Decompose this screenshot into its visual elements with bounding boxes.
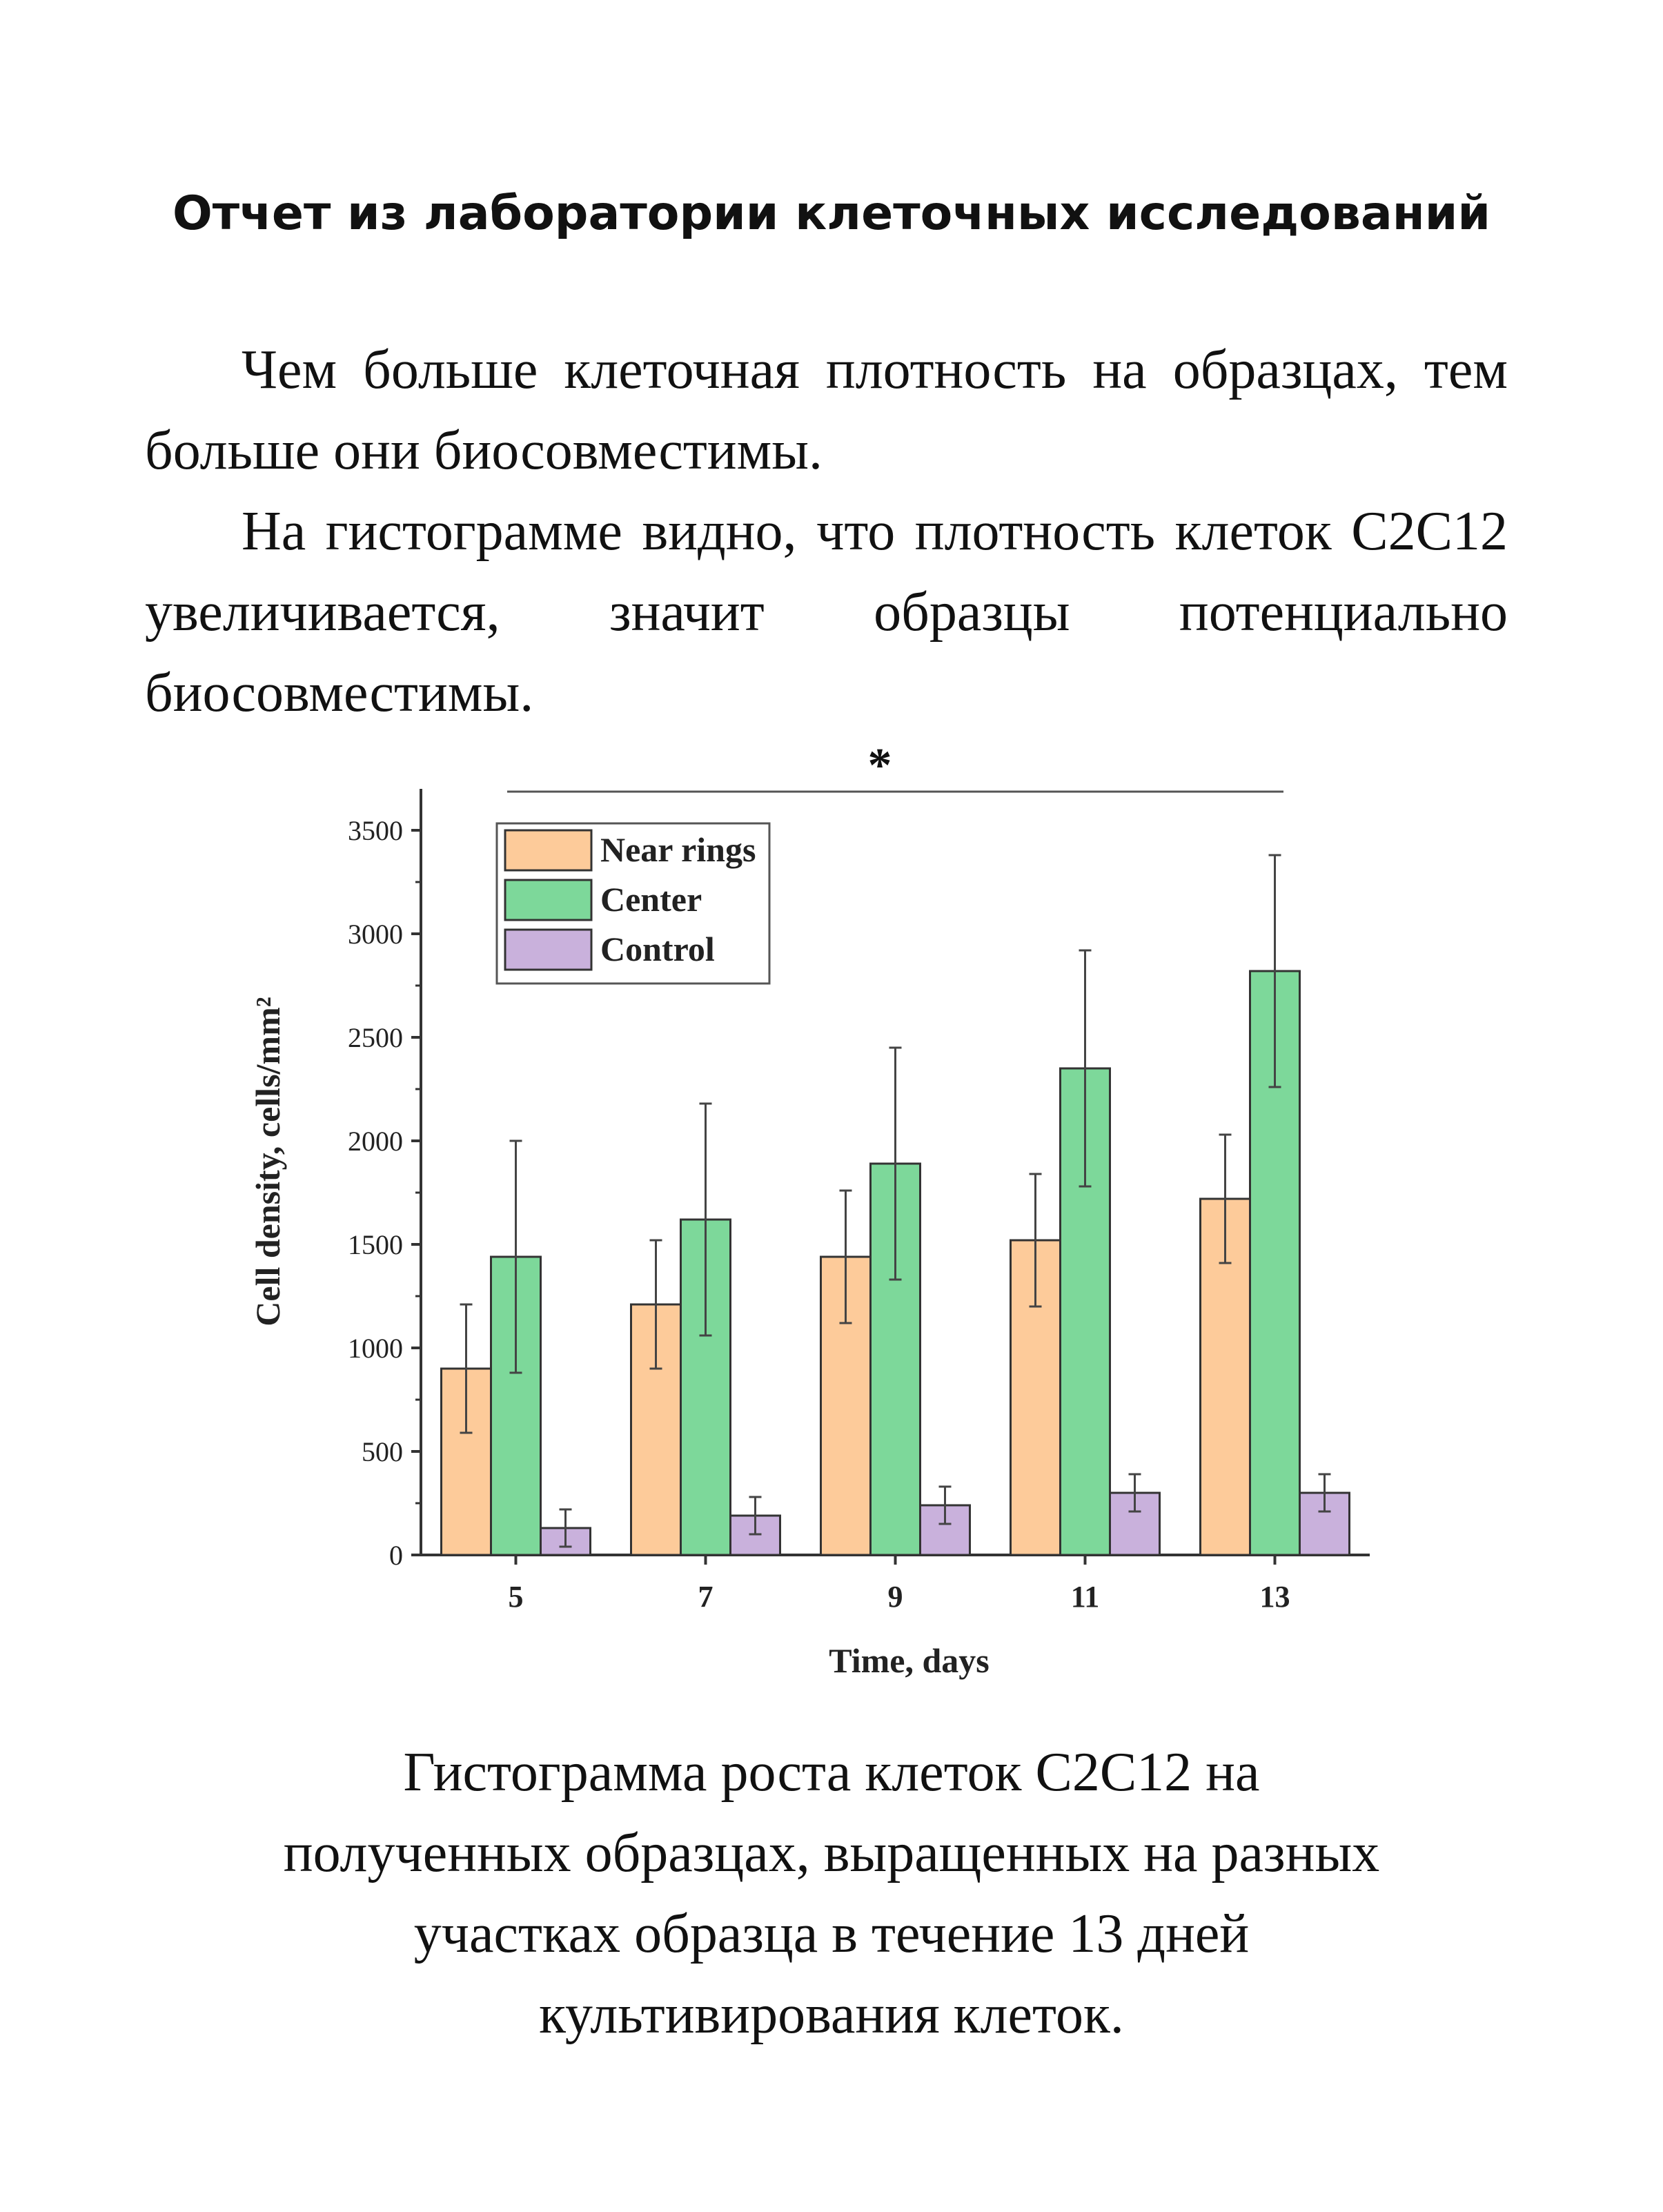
legend-swatch <box>504 829 593 872</box>
y-tick-label: 3000 <box>348 919 403 950</box>
chart-bars <box>440 854 1350 1556</box>
x-tick-label: 9 <box>888 1580 903 1614</box>
figure-caption: Гистограмма роста клеток C2C12 на получе… <box>0 1732 1663 2055</box>
cell-density-chart: 0 500 1000 1500 2000 2500 3000 3500 5 7 9 11 13 Near… <box>248 739 1370 1680</box>
legend-label: Near rings <box>600 830 756 869</box>
paragraph-2: На гистограмме видно, что плотность клет… <box>145 501 1508 723</box>
caption-line-1: Гистограмма роста клеток C2C12 на <box>403 1742 1260 1803</box>
y-tick-label: 500 <box>362 1436 403 1467</box>
x-tick-label: 13 <box>1260 1580 1290 1614</box>
legend-label: Control <box>600 930 715 968</box>
chart-axes: 0 500 1000 1500 2000 2500 3000 3500 5 7 9 11 13 <box>348 789 1370 1614</box>
legend-swatch <box>504 879 593 921</box>
y-tick-label: 2500 <box>348 1022 403 1053</box>
y-tick-label: 1500 <box>348 1229 403 1260</box>
legend-label: Center <box>600 880 702 919</box>
caption-line-3: участках образца в течение 13 дней <box>413 1903 1250 1964</box>
y-tick-label: 0 <box>389 1540 403 1571</box>
chart-legend: Near rings Center Control <box>495 822 771 985</box>
page-title: Отчет из лаборатории клеточных исследова… <box>172 186 1491 241</box>
x-tick-label: 7 <box>698 1580 714 1614</box>
y-tick-label: 2000 <box>348 1126 403 1157</box>
y-axis-title: Cell density, cells/mm² <box>248 997 287 1326</box>
x-tick-label: 5 <box>509 1580 524 1614</box>
y-tick-label: 3500 <box>348 815 403 846</box>
chart-labels: Time, days Cell density, cells/mm² * <box>248 739 1283 1680</box>
y-tick-label: 1000 <box>348 1333 403 1364</box>
legend-swatch <box>504 928 593 971</box>
paragraph-1: Чем больше клеточная плотность на образц… <box>145 340 1508 481</box>
bar-center <box>869 1162 921 1556</box>
significance-marker: * <box>868 739 892 792</box>
x-axis-title: Time, days <box>829 1641 989 1680</box>
x-tick-label: 11 <box>1071 1580 1100 1614</box>
caption-line-4: культивирования клеток. <box>539 1984 1124 2045</box>
caption-line-2: полученных образцах, выращенных на разны… <box>283 1823 1380 1883</box>
body-text: Чем больше клеточная плотность на образц… <box>145 330 1508 734</box>
